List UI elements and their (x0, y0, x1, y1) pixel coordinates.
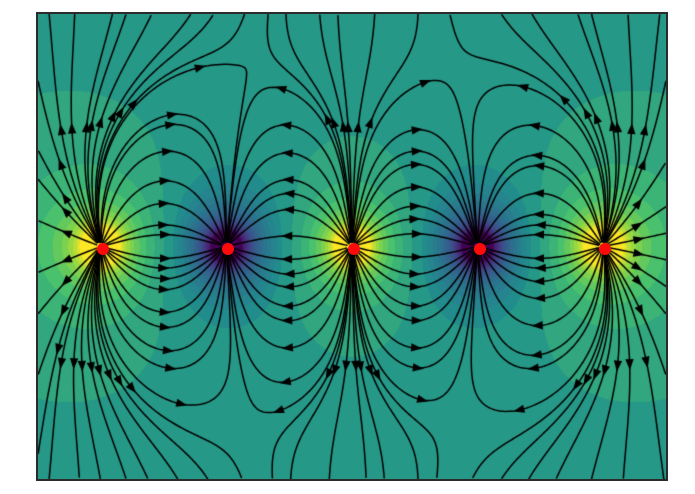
electric-field-streamplot (38, 14, 666, 479)
plot-axes (36, 12, 668, 481)
